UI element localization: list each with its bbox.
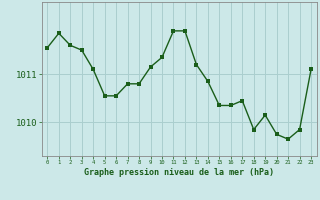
X-axis label: Graphe pression niveau de la mer (hPa): Graphe pression niveau de la mer (hPa) (84, 168, 274, 177)
